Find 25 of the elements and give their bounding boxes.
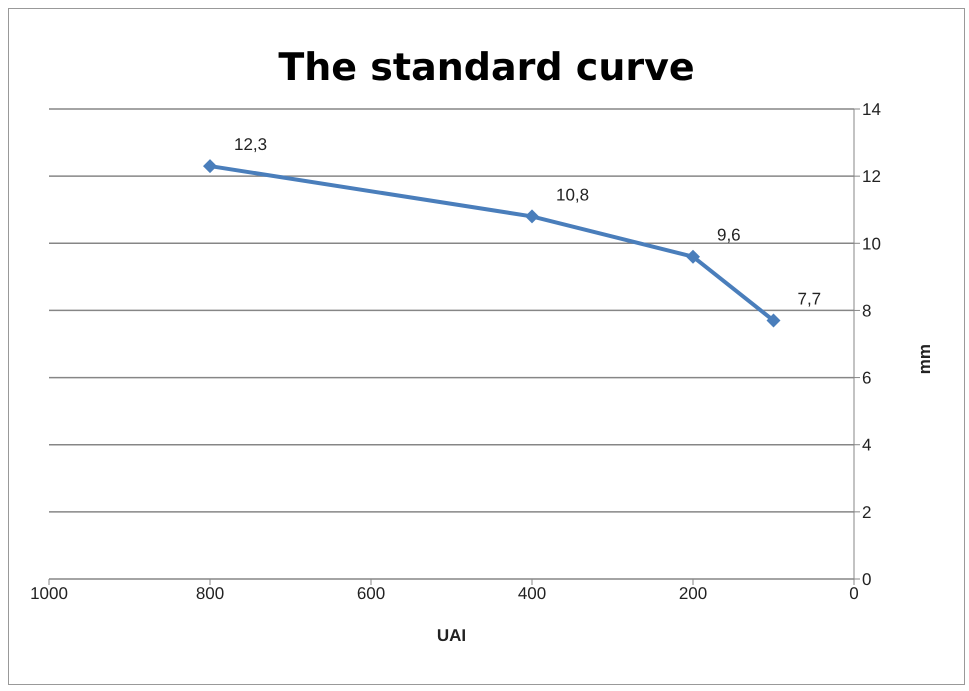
y-tick-label: 12	[862, 167, 881, 186]
point	[766, 314, 780, 328]
y-tick-label: 14	[862, 100, 881, 120]
data-label: 7,7	[798, 290, 822, 308]
x-tick-label: 1000	[30, 584, 68, 604]
x-tick-label: 200	[678, 584, 708, 604]
data-label: 9,6	[717, 226, 741, 245]
x-tick-label: 800	[196, 584, 224, 604]
x-tick-label: 600	[356, 584, 386, 604]
chart-title: The standard curve	[277, 45, 696, 89]
y-tick-label: 8	[862, 301, 872, 320]
x-axis-title: UAI	[436, 626, 466, 645]
data-label: 10,8	[556, 185, 590, 204]
data-label: 12,3	[234, 135, 268, 154]
y-axis-title: mm	[915, 344, 934, 374]
point	[686, 250, 700, 264]
y-tick-label: 2	[862, 502, 872, 522]
y-tick-label: 10	[862, 234, 881, 254]
y-tick-label: 4	[862, 436, 872, 455]
point	[203, 159, 217, 174]
y-tick-label: 6	[862, 368, 872, 388]
y-tick-label: 0	[862, 570, 872, 590]
x-tick-label: 0	[849, 584, 859, 604]
point	[525, 209, 539, 224]
x-tick-label: 400	[518, 584, 546, 604]
